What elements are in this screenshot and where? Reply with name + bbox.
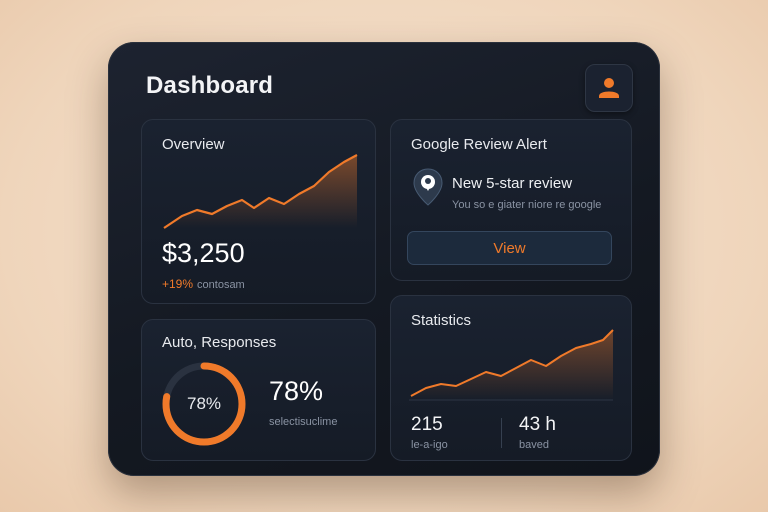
statistics-trend-area <box>411 330 613 400</box>
overview-card[interactable]: Overview $3,250 +19% contosam <box>141 119 376 304</box>
overview-change: +19% <box>162 277 194 291</box>
statistics-trend-chart <box>409 329 614 401</box>
auto-responses-card[interactable]: Auto, Responses 78% 78% selectisuclime <box>141 319 376 461</box>
overview-change-row: +19% contosam <box>162 277 245 291</box>
stat-value-1: 215 <box>411 414 443 435</box>
overview-value: $3,250 <box>162 238 245 268</box>
statistics-trend-line <box>410 329 614 397</box>
stat-label-1: le-a-igo <box>411 439 448 451</box>
auto-responses-ring-label: 78% <box>186 394 222 413</box>
review-headline: New 5-star review <box>452 175 573 192</box>
auto-responses-caption: selectisuclime <box>269 416 338 428</box>
auto-responses-ring-arc <box>162 362 246 446</box>
dashboard-window: Dashboard Overview $3,250 +19% contosam G… <box>108 42 660 476</box>
statistics-title: Statistics <box>411 312 472 329</box>
map-pin-icon <box>413 168 443 206</box>
user-icon <box>599 78 619 98</box>
page-title: Dashboard <box>146 72 274 99</box>
overview-trend-chart <box>163 154 358 229</box>
stat-label-2: baved <box>519 439 549 451</box>
overview-change-note: contosam <box>197 279 245 291</box>
review-alert-card: Google Review Alert New 5-star review Yo… <box>390 119 632 281</box>
stat-divider <box>501 418 502 448</box>
auto-responses-progress-ring <box>162 362 246 446</box>
review-alert-title: Google Review Alert <box>411 136 547 153</box>
view-review-button[interactable]: View <box>407 231 612 265</box>
statistics-card[interactable]: Statistics 215 le-a-igo 43 h baved <box>390 295 632 461</box>
auto-responses-title: Auto, Responses <box>162 334 277 351</box>
review-detail: You so e giater niore re google <box>452 199 602 211</box>
overview-title: Overview <box>162 136 225 153</box>
overview-trend-area <box>164 155 357 228</box>
overview-trend-line <box>163 154 358 229</box>
auto-responses-value: 78% <box>269 376 324 406</box>
profile-button[interactable] <box>585 64 633 112</box>
stat-value-2: 43 h <box>519 414 556 435</box>
